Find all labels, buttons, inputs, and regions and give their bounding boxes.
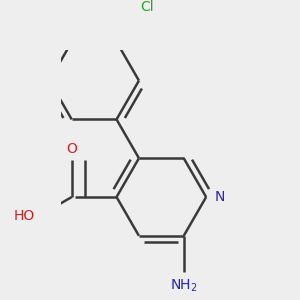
Text: N: N	[214, 190, 225, 204]
Text: HO: HO	[14, 209, 35, 223]
Text: NH$_2$: NH$_2$	[170, 278, 198, 294]
Text: Cl: Cl	[140, 0, 154, 14]
Text: O: O	[66, 142, 77, 155]
